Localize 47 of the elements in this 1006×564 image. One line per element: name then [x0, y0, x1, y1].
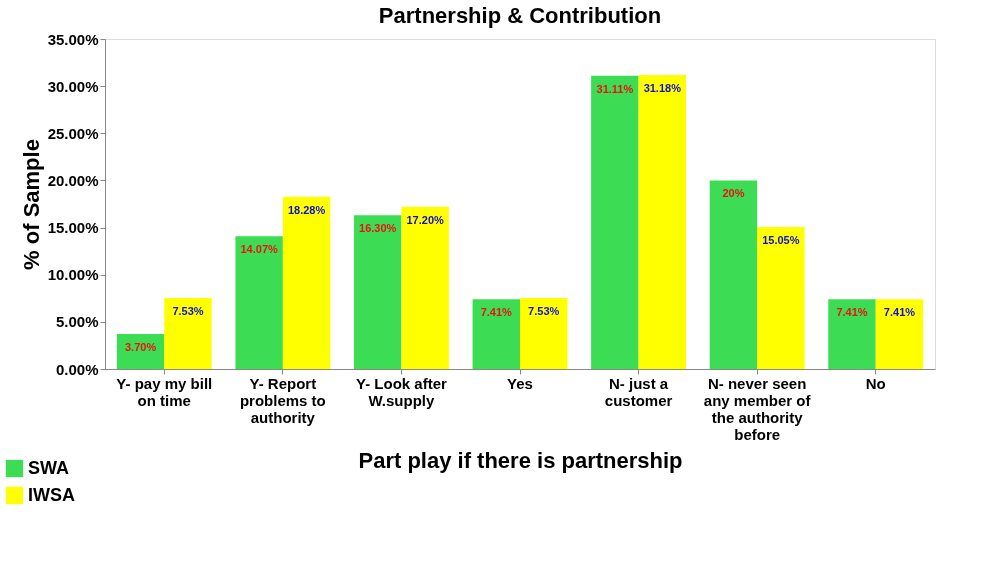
data-label: 17.20% — [406, 213, 445, 226]
y-tick-label: 25.00% — [47, 124, 99, 142]
y-tick-label: 35.00% — [47, 30, 99, 48]
x-tick-label: Y- pay my bill on time — [116, 374, 213, 409]
legend-label: IWSA — [28, 484, 75, 505]
data-label: 7.41% — [480, 306, 513, 319]
data-label: 14.07% — [240, 243, 279, 256]
x-tick-label: Yes — [507, 374, 533, 392]
legend-label: SWA — [28, 457, 70, 478]
y-tick-label: 10.00% — [47, 266, 99, 284]
data-label: 7.41% — [883, 306, 916, 319]
x-axis-title: Part play if there is partnership — [358, 447, 683, 473]
x-tick-label: Y- Look after W.supply — [356, 374, 448, 409]
data-label: 15.05% — [762, 234, 800, 247]
y-axis-title: % of Sample — [18, 139, 44, 270]
y-tick-label: 30.00% — [47, 77, 99, 95]
x-tick-label: No — [865, 374, 886, 392]
bar — [709, 180, 758, 369]
x-tick-label: Y- Report problems to authority — [239, 374, 326, 426]
bar — [875, 299, 924, 369]
bar — [828, 299, 876, 369]
x-tick-label: N- just a customer — [604, 374, 673, 409]
bar — [235, 236, 283, 369]
bar — [591, 75, 639, 369]
chart-title: Partnership & Contribution — [378, 3, 662, 28]
data-label: 7.53% — [528, 305, 560, 317]
data-label: 31.18% — [643, 82, 682, 95]
data-label: 18.28% — [287, 203, 326, 216]
data-label: 3.70% — [124, 341, 157, 354]
bar — [354, 215, 402, 369]
data-label: 7.53% — [172, 305, 204, 317]
bar — [401, 206, 449, 369]
data-label: 16.30% — [359, 222, 397, 235]
bar — [757, 227, 805, 369]
bar — [520, 298, 568, 369]
data-label: 7.41% — [836, 306, 868, 319]
y-tick-label: 20.00% — [47, 171, 99, 189]
y-tick-label: 0.00% — [55, 360, 99, 378]
y-tick-label: 5.00% — [55, 313, 99, 331]
y-tick-label: 15.00% — [47, 219, 99, 237]
bar — [472, 299, 520, 369]
bar — [638, 75, 686, 369]
bar — [282, 196, 331, 369]
bar — [164, 298, 212, 369]
x-tick-label: N- never seen any member of the authority before — [703, 374, 812, 443]
data-label: 20% — [722, 187, 745, 200]
data-label: 31.11% — [596, 82, 634, 95]
